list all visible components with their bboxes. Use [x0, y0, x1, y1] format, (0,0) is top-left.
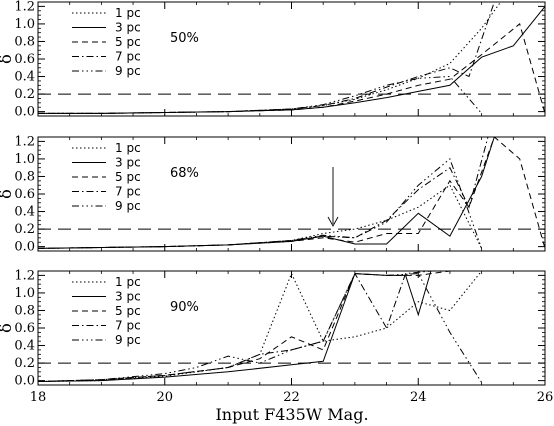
- y-tick-label: 1.0: [14, 17, 35, 32]
- series-line-7pc: [38, 2, 495, 114]
- y-tick-label: 1.0: [14, 152, 35, 167]
- legend-label: 7 pc: [115, 319, 141, 333]
- x-tick-label: 26: [537, 390, 554, 405]
- legend-label: 9 pc: [115, 199, 141, 213]
- legend-label: 5 pc: [115, 170, 141, 184]
- series-line-5pc: [38, 137, 545, 249]
- series-line-9pc: [38, 158, 483, 249]
- y-tick-label: 0.4: [14, 205, 35, 220]
- legend-label: 3 pc: [115, 290, 141, 304]
- series-line-5pc: [38, 271, 450, 382]
- series-line-5pc: [38, 23, 545, 114]
- series-line-1pc: [38, 271, 482, 382]
- legend-label: 7 pc: [115, 185, 141, 199]
- legend-label: 9 pc: [115, 64, 141, 78]
- series-line-3pc: [38, 271, 432, 382]
- y-tick-label: 1.2: [14, 0, 35, 14]
- legend-label: 1 pc: [115, 6, 141, 20]
- y-tick-label: 0.4: [14, 70, 35, 85]
- legend-label: 5 pc: [115, 304, 141, 318]
- panel-1: 0.0 0.2 0.4 0.6 0.8 1.0 1.2 δ 1 pc3 pc5 pc7 pc9 …: [0, 0, 546, 120]
- panel-percent-label: 68%: [170, 166, 199, 181]
- legend-label: 9 pc: [115, 333, 141, 347]
- y-axis-label: δ: [0, 54, 15, 64]
- y-tick-label: 0.8: [14, 169, 35, 184]
- legend: 1 pc3 pc5 pc7 pc9 pc: [72, 141, 141, 213]
- minor-ticks: [38, 271, 545, 385]
- y-tick-label: 0.8: [14, 303, 35, 318]
- y-tick-label: 0.2: [14, 87, 35, 102]
- legend-label: 3 pc: [115, 156, 141, 170]
- panel-percent-label: 90%: [170, 300, 199, 315]
- panel-2: 0.0 0.2 0.4 0.6 0.8 1.0 1.2 δ 1 pc3 pc5 pc7 pc9 …: [0, 134, 546, 255]
- series-line-7pc: [38, 271, 431, 382]
- y-tick-label: 1.2: [14, 268, 35, 283]
- y-tick-label: 0.8: [14, 34, 35, 49]
- legend-label: 1 pc: [115, 141, 141, 155]
- x-tick-label: 24: [410, 390, 427, 405]
- x-tick-label: 20: [156, 390, 173, 405]
- legend-label: 1 pc: [115, 275, 141, 289]
- y-tick-label: 0.4: [14, 339, 35, 354]
- series-line-7pc: [38, 137, 489, 249]
- series-group: [38, 271, 483, 383]
- x-tick-label: 18: [30, 390, 47, 405]
- y-tick-label: 0.0: [14, 240, 35, 255]
- legend-label: 7 pc: [115, 50, 141, 64]
- y-tick-label: 0.0: [14, 374, 35, 389]
- series-group: [38, 137, 545, 249]
- panels-group: 0.00.20.40.60.81.01.2δ1 pc3 pc5 pc7 pc9 …: [0, 0, 553, 405]
- y-tick-label: 0.0: [14, 105, 35, 120]
- series-group: [38, 2, 545, 114]
- y-tick-label: 0.2: [14, 222, 35, 237]
- series-line-3pc: [38, 137, 495, 249]
- y-axis-label: δ: [0, 189, 15, 199]
- panel-3: 18 20 22 24 26 0.0 0.2 0.4 0.6 0.8 1.0 1.2 δ 1 pc3 pc…: [0, 268, 553, 405]
- y-tick-label: 0.6: [14, 321, 35, 336]
- y-tick-label: 0.6: [14, 187, 35, 202]
- arrow-annotation: [327, 167, 339, 227]
- x-tick-label: 22: [283, 390, 300, 405]
- series-line-1pc: [38, 2, 502, 114]
- x-axis-label: Input F435W Mag.: [215, 405, 368, 424]
- y-tick-label: 0.2: [14, 356, 35, 371]
- y-tick-label: 1.0: [14, 286, 35, 301]
- y-tick-label: 1.2: [14, 134, 35, 149]
- legend-label: 3 pc: [115, 21, 141, 35]
- panel-percent-label: 50%: [170, 31, 199, 46]
- y-tick-label: 0.6: [14, 52, 35, 67]
- y-axis-label: δ: [0, 323, 15, 333]
- series-line-9pc: [38, 273, 483, 383]
- minor-ticks: [38, 137, 545, 251]
- legend: 1 pc3 pc5 pc7 pc9 pc: [72, 275, 141, 347]
- minor-ticks: [38, 2, 545, 116]
- legend: 1 pc3 pc5 pc7 pc9 pc: [72, 6, 141, 78]
- legend-label: 5 pc: [115, 35, 141, 49]
- series-line-9pc: [38, 75, 482, 114]
